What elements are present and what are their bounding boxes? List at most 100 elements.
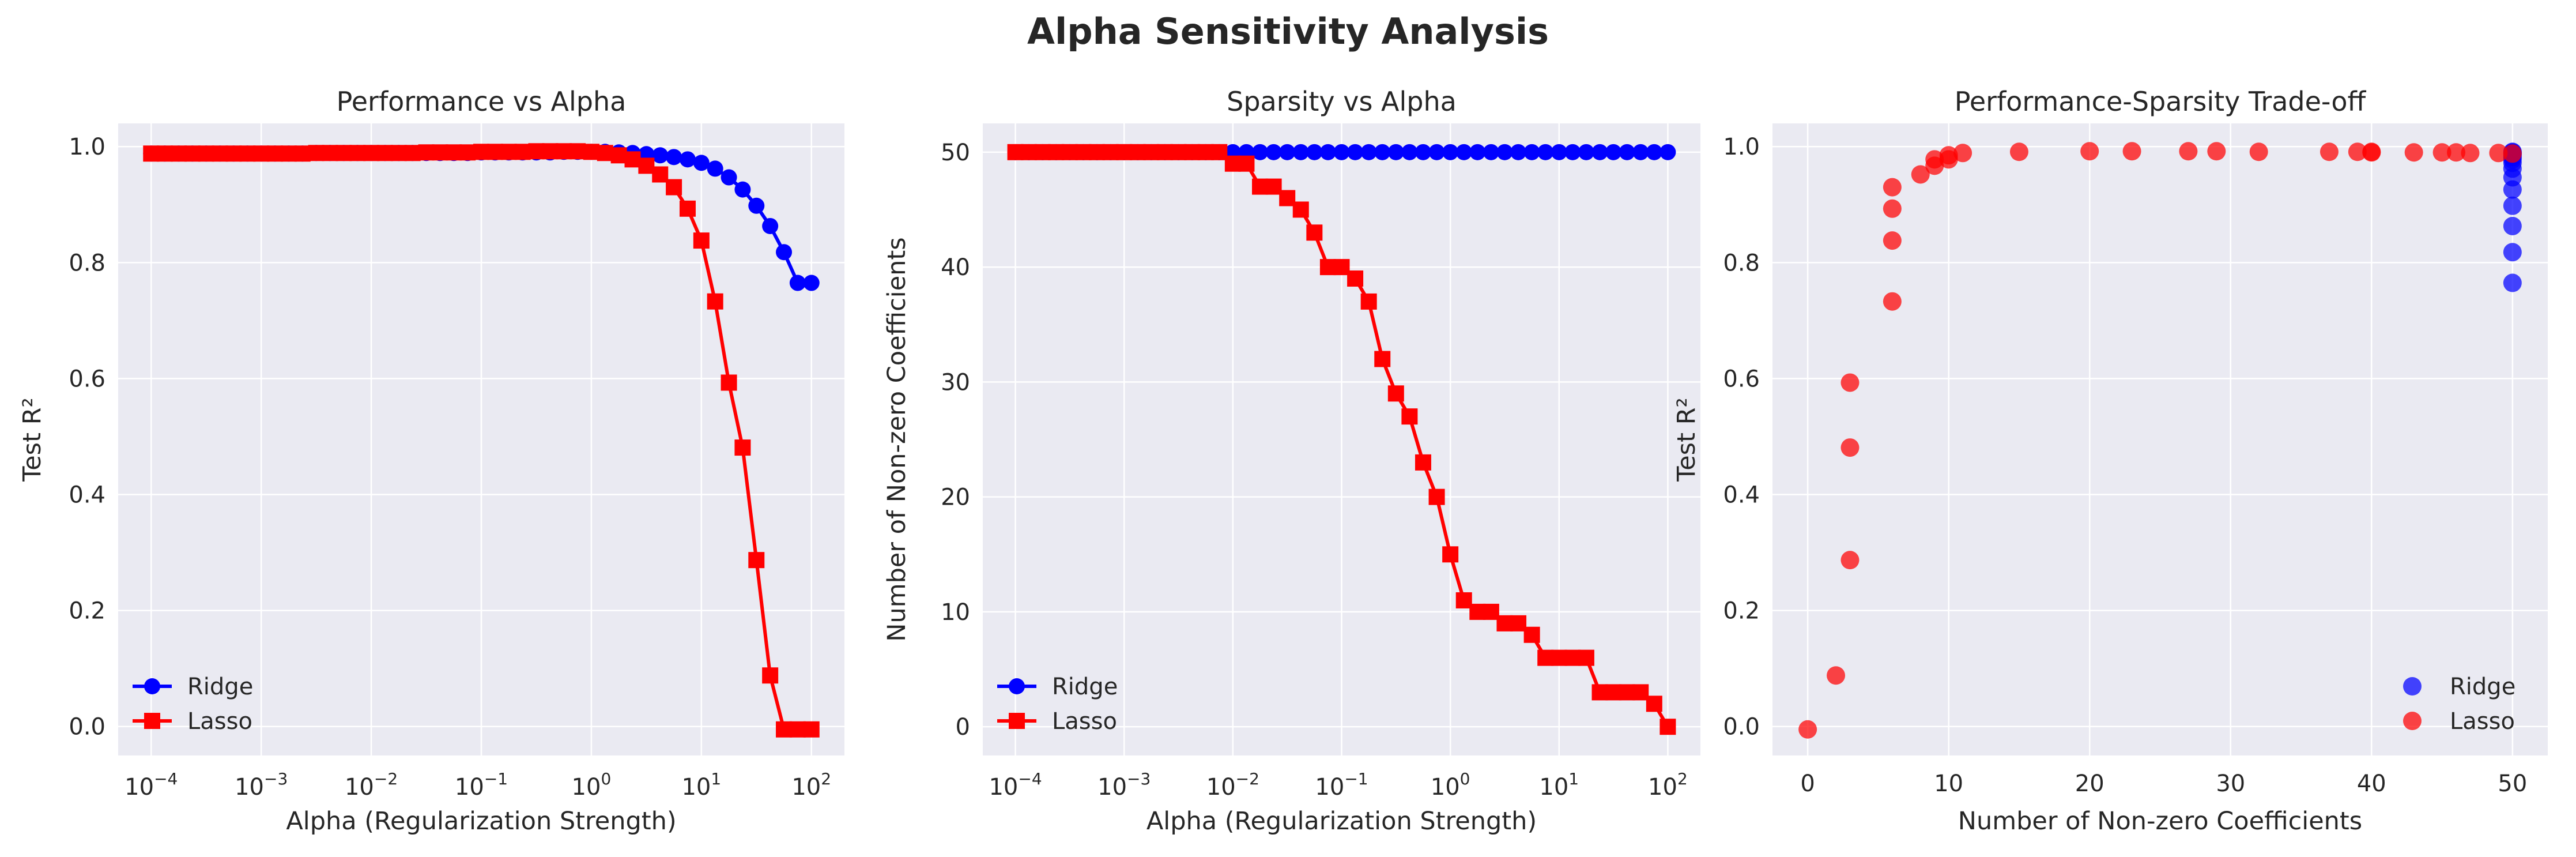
data-point-lasso [679, 200, 696, 217]
x-tick-label: 102 [1648, 769, 1688, 800]
data-point-lasso [583, 144, 599, 160]
x-tick-label: 100 [1431, 769, 1470, 800]
data-point-lasso [1211, 144, 1228, 160]
x-tick-label: 20 [2075, 770, 2104, 797]
x-tick-label: 0 [1800, 770, 1815, 797]
data-point-ridge [1469, 144, 1486, 160]
data-point-ridge [1523, 144, 1540, 160]
data-point-lasso [2447, 143, 2466, 162]
legend-marker [1009, 678, 1025, 694]
data-point-lasso [308, 145, 325, 161]
data-point-ridge [707, 160, 723, 177]
data-point-lasso [542, 143, 559, 160]
y-tick-label: 1.0 [1723, 134, 1760, 160]
data-point-lasso [390, 145, 407, 161]
data-point-lasso [1116, 144, 1133, 160]
data-point-lasso [2362, 143, 2381, 162]
legend: Ridge Lasso [2403, 674, 2515, 735]
chart-panel-1: 10−4 10−3 10−2 10−1 100 101 102 0.0 0.2 0.4 0.6 0.8… [18, 86, 844, 836]
data-point-ridge [1483, 144, 1499, 160]
data-point-lasso [1496, 615, 1513, 632]
data-point-lasso [556, 143, 572, 160]
y-tick-label: 40 [941, 254, 970, 281]
data-point-ridge [1537, 144, 1554, 160]
data-point-lasso [1360, 293, 1377, 310]
x-tick-label: 10−4 [125, 769, 178, 800]
data-point-lasso [2122, 142, 2141, 161]
data-point-lasso [693, 232, 710, 249]
legend-label: Ridge [2450, 674, 2515, 700]
data-point-lasso [349, 145, 366, 161]
y-tick-label: 0.4 [69, 482, 105, 509]
data-point-lasso [624, 151, 641, 168]
figure-title: Alpha Sensitivity Analysis [1027, 10, 1549, 52]
data-point-lasso [1925, 150, 1944, 169]
y-tick-label: 0.0 [69, 714, 105, 741]
data-point-ridge [1605, 144, 1622, 160]
x-tick-label: 40 [2357, 770, 2386, 797]
y-tick-label: 0.6 [1723, 366, 1760, 392]
data-point-lasso [2348, 142, 2367, 161]
data-point-ridge [2503, 180, 2522, 199]
data-point-lasso [1911, 165, 1930, 184]
data-point-lasso [1827, 666, 1846, 685]
data-point-lasso [1279, 190, 1296, 206]
data-point-ridge [1510, 144, 1527, 160]
data-point-lasso [1840, 373, 1860, 392]
data-point-lasso [2404, 143, 2423, 162]
data-point-lasso [1469, 603, 1486, 620]
data-point-lasso [1252, 178, 1269, 195]
legend-label: Lasso [1052, 708, 1117, 735]
data-point-lasso [776, 721, 792, 738]
data-point-ridge [679, 151, 696, 168]
data-point-lasso [500, 144, 517, 160]
data-point-ridge [1292, 144, 1309, 160]
data-point-ridge [1279, 144, 1296, 160]
data-point-lasso [1089, 144, 1106, 160]
data-point-lasso [597, 145, 613, 161]
data-point-lasso [569, 143, 586, 160]
data-point-lasso [1428, 488, 1445, 505]
data-point-lasso [1537, 649, 1554, 666]
y-tick-label: 10 [941, 599, 970, 626]
data-point-lasso [418, 144, 435, 161]
y-tick-label: 0 [956, 714, 970, 741]
plot-area [1772, 123, 2548, 755]
x-tick-label: 101 [681, 769, 721, 800]
data-point-lasso [363, 145, 380, 161]
y-axis-label: Number of Non-zero Coefficients [882, 237, 911, 641]
data-point-ridge [1564, 144, 1581, 160]
data-point-lasso [1401, 408, 1418, 425]
data-point-ridge [1591, 144, 1608, 160]
x-axis-label: Number of Non-zero Coefficients [1958, 807, 2362, 836]
data-point-lasso [1143, 144, 1160, 160]
data-point-lasso [253, 145, 270, 162]
y-axis-label: Test R² [1672, 397, 1701, 482]
chart-title: Sparsity vs Alpha [1227, 86, 1457, 117]
legend: Ridge Lasso [997, 674, 1118, 735]
data-point-lasso [1619, 684, 1635, 701]
data-point-lasso [486, 144, 503, 160]
data-point-lasso [1387, 385, 1404, 402]
x-tick-label: 102 [791, 769, 831, 800]
data-point-ridge [1252, 144, 1269, 160]
data-point-lasso [1455, 592, 1472, 608]
data-point-lasso [156, 145, 173, 162]
data-point-lasso [473, 144, 489, 160]
data-point-lasso [2461, 144, 2480, 163]
data-point-lasso [1170, 144, 1187, 160]
data-point-lasso [1306, 224, 1323, 241]
data-point-lasso [2503, 144, 2522, 163]
data-point-lasso [2249, 142, 2268, 161]
data-point-lasso [514, 144, 531, 160]
data-point-ridge [2503, 243, 2522, 262]
data-point-lasso [376, 145, 393, 161]
y-tick-label: 0.2 [1723, 598, 1760, 625]
data-point-lasso [1953, 144, 1972, 163]
data-point-lasso [803, 721, 820, 738]
data-point-ridge [1496, 144, 1513, 160]
data-point-ridge [1578, 144, 1594, 160]
data-point-ridge [666, 149, 682, 166]
legend-marker [1009, 713, 1025, 729]
data-point-lasso [1591, 684, 1608, 701]
